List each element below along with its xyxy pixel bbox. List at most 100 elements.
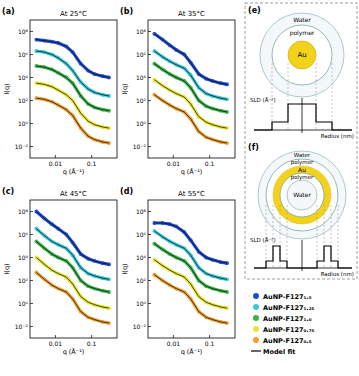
y-tick <box>148 31 151 32</box>
y-tick-label: 10⁶ <box>18 51 29 58</box>
legend-swatch <box>253 337 259 343</box>
data-line <box>36 229 109 280</box>
sld-profile <box>254 246 352 268</box>
guide-line <box>338 205 339 268</box>
legend-swatch <box>251 350 261 351</box>
plot-frame <box>148 20 235 158</box>
x-tick-label: 0.01 <box>167 160 181 167</box>
model-fit-line <box>36 66 109 111</box>
y-tick-label: 10⁻² <box>133 323 147 330</box>
model-fit-line <box>36 272 109 323</box>
y-tick-label: 10⁶ <box>136 51 147 58</box>
region-label: Water <box>293 16 311 23</box>
polymer-shell <box>280 173 324 217</box>
profile-axis <box>302 98 303 133</box>
panel-label: (c) <box>2 187 14 196</box>
y-tick <box>148 280 151 281</box>
y-tick-label: 10⁴ <box>18 254 29 261</box>
legend-label: AuNP-F127₁.₂₅ <box>263 304 315 312</box>
y-tick <box>148 123 151 124</box>
data-line <box>36 83 109 128</box>
y-tick <box>148 211 151 212</box>
panel-title: At 55°C <box>178 190 205 198</box>
data-line <box>154 231 227 279</box>
y-tick <box>30 100 33 101</box>
y-axis-label: I(q) <box>121 263 129 274</box>
profile-axis <box>302 240 303 271</box>
data-line <box>36 272 109 323</box>
y-tick-label: 10⁸ <box>18 28 29 35</box>
legend-label: AuNP-F127₁.₅ <box>263 293 312 301</box>
data-group <box>152 221 228 325</box>
y-axis-label: I(q) <box>3 83 11 94</box>
water-region <box>258 151 346 239</box>
x-tick <box>173 335 174 338</box>
x-tick-label: 0.01 <box>49 340 63 347</box>
y-tick <box>30 303 33 304</box>
diagram-box <box>245 3 357 279</box>
x-axis-label: q (Å⁻¹) <box>181 167 203 176</box>
axis-label: Radius (nm) <box>321 133 354 139</box>
y-tick <box>30 211 33 212</box>
x-tick-label: 0.1 <box>87 160 97 167</box>
model-fit-line <box>154 275 227 323</box>
legend-swatch <box>253 315 259 321</box>
y-tick-label: 10⁻² <box>133 143 147 150</box>
gold-shell <box>273 166 331 224</box>
diagram-f: (f)WaterpolymerAupolymerWaterSLD (Å⁻²)Ra… <box>248 143 354 277</box>
panel: 0.010.110⁻²10⁰10²10⁴10⁶10⁸q (Å⁻¹)I(q)At … <box>120 187 235 356</box>
y-tick <box>30 234 33 235</box>
x-tick <box>209 155 210 158</box>
y-tick <box>148 303 151 304</box>
sld-profile <box>254 104 352 130</box>
axis-label: Radius (nm) <box>321 271 354 277</box>
y-tick <box>148 77 151 78</box>
data-line <box>36 40 109 78</box>
x-tick <box>91 155 92 158</box>
region-label: Water <box>294 152 311 158</box>
x-tick <box>55 335 56 338</box>
model-fit-line <box>36 83 109 128</box>
y-tick <box>30 31 33 32</box>
x-tick-label: 0.01 <box>167 340 181 347</box>
model-fit-line <box>154 231 227 279</box>
panel-label: (e) <box>248 6 261 15</box>
gold-core <box>288 41 316 69</box>
model-fit-line <box>36 51 109 96</box>
y-tick-label: 10⁶ <box>136 231 147 238</box>
data-group <box>34 210 110 325</box>
axis-label: SLD (Å⁻²) <box>250 96 276 103</box>
polymer-shell <box>272 25 332 85</box>
polymer-shell <box>266 159 338 231</box>
x-tick-label: 0.1 <box>87 340 97 347</box>
diagram-e: (e)WaterpolymerAuSLD (Å⁻²)Radius (nm) <box>248 6 354 139</box>
region-label: polymer <box>290 29 315 37</box>
data-line <box>36 51 109 96</box>
panel-label: (f) <box>248 143 259 152</box>
y-axis-label: I(q) <box>121 83 129 94</box>
region-label: Au <box>298 166 306 173</box>
data-line <box>36 66 109 111</box>
y-tick-label: 10⁰ <box>18 120 29 127</box>
y-tick-label: 10² <box>136 97 147 104</box>
y-tick <box>148 54 151 55</box>
plot-frame <box>30 200 117 338</box>
legend: AuNP-F127₁.₅AuNP-F127₁.₂₅AuNP-F127₁.₀AuN… <box>251 293 315 356</box>
y-tick <box>30 146 33 147</box>
guide-line <box>287 205 288 268</box>
panel-title: At 45°C <box>60 190 87 198</box>
legend-swatch <box>253 326 259 332</box>
x-axis-label: q (Å⁻¹) <box>63 167 85 176</box>
water-core <box>287 180 317 210</box>
model-fit-line <box>36 40 109 78</box>
legend-label: AuNP-F127₀.₅ <box>263 337 312 345</box>
data-line <box>154 95 227 143</box>
panel-label: (b) <box>120 7 133 16</box>
water-region <box>260 13 344 97</box>
model-fit-line <box>154 51 227 99</box>
panel: 0.010.110⁻²10⁰10²10⁴10⁶10⁸q (Å⁻¹)I(q)At … <box>120 7 235 176</box>
panel-title: At 35°C <box>178 10 205 18</box>
y-tick-label: 10⁶ <box>18 231 29 238</box>
data-line <box>36 98 109 143</box>
y-tick-label: 10⁸ <box>136 208 147 215</box>
